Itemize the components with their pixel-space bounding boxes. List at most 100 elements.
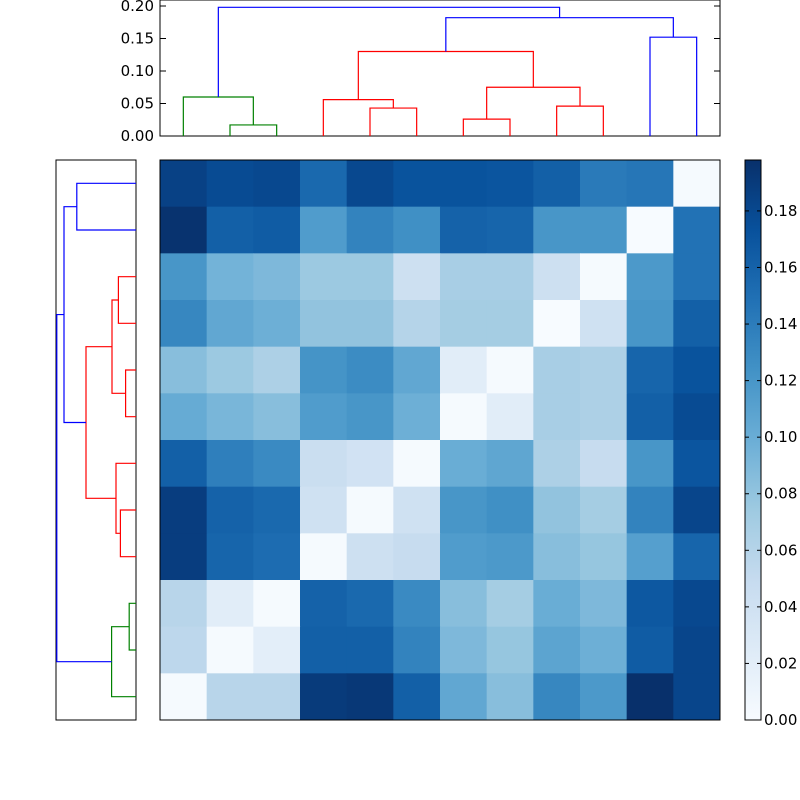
heatmap-cell [486,580,534,628]
heatmap-frame [159,159,721,721]
heatmap-cell [346,253,394,301]
top-dendrogram-link [462,118,511,136]
heatmap-cell [580,580,628,628]
top-dendrogram-link [649,36,698,136]
heatmap-cell [533,533,581,581]
top-dendrogram-link [182,96,254,136]
left-dendrogram-frame [55,159,137,721]
heatmap-cell [486,673,534,721]
heatmap-cell [393,673,441,721]
left-dendrogram-link [117,276,136,324]
left-dendrogram-link [128,602,136,651]
heatmap-cell [440,253,488,301]
heatmap-cell [346,580,394,628]
colorbar-tick-label: 0.08 [764,485,797,503]
top-y-tick-label: 0.10 [121,62,154,80]
heatmap-cell [253,393,301,441]
heatmap-cell [393,346,441,394]
heatmap-cell [393,626,441,674]
heatmap-cell [486,486,534,534]
top-dendrogram-link [322,99,394,136]
heatmap-cell [580,206,628,254]
heatmap-cell [393,533,441,581]
heatmap-cell [160,206,208,254]
heatmap-cell [486,346,534,394]
colorbar-tick-label: 0.14 [764,315,797,333]
heatmap-cell [533,626,581,674]
heatmap-cell [440,486,488,534]
heatmap-cell [533,673,581,721]
left-dendrogram-link [115,462,136,534]
heatmap-cell [626,253,674,301]
top-dendrogram: 0.00 0.05 0.10 0.15 0.20 [121,0,721,145]
heatmap-cell [300,580,348,628]
heatmap-cell [160,253,208,301]
heatmap-cell [206,486,254,534]
heatmap-cell [206,160,254,208]
heatmap-cell [486,533,534,581]
heatmap-cell [533,300,581,348]
heatmap [159,159,721,721]
top-dendrogram-link [357,50,534,100]
heatmap-cell [626,160,674,208]
heatmap-cell [486,440,534,488]
heatmap-cell [160,486,208,534]
heatmap-cell [160,393,208,441]
heatmap-cell [206,253,254,301]
colorbar-tick-label: 0.00 [764,711,797,729]
heatmap-cell [580,486,628,534]
top-dendrogram-frame [159,0,721,137]
top-dendrogram-link [229,124,278,136]
heatmap-cell [300,486,348,534]
heatmap-cell [300,346,348,394]
heatmap-cell [300,393,348,441]
top-y-tick-label: 0.05 [121,95,154,113]
top-dendrogram-link [369,107,418,136]
heatmap-cell [673,253,721,301]
heatmap-cell [160,533,208,581]
heatmap-cell [673,533,721,581]
heatmap-cell [206,626,254,674]
heatmap-cell [393,160,441,208]
heatmap-cell [626,626,674,674]
heatmap-cell [673,673,721,721]
heatmap-cell [673,346,721,394]
heatmap-cell [253,533,301,581]
heatmap-cell [533,346,581,394]
heatmap-cell [253,673,301,721]
heatmap-cell [580,440,628,488]
heatmap-cell [300,300,348,348]
heatmap-cell [346,673,394,721]
heatmap-cell [393,393,441,441]
heatmap-cell [346,346,394,394]
heatmap-cell [253,300,301,348]
heatmap-cell [253,346,301,394]
heatmap-cell [300,206,348,254]
heatmap-cell [393,440,441,488]
heatmap-cell [440,346,488,394]
heatmap-cell [533,486,581,534]
heatmap-cell [626,673,674,721]
heatmap-cell [206,346,254,394]
heatmap-cell [160,626,208,674]
heatmap-cell [580,253,628,301]
heatmap-cell [206,300,254,348]
heatmap-cell [673,626,721,674]
heatmap-cell [440,580,488,628]
top-dendrogram-link [486,86,581,120]
heatmap-cell [673,300,721,348]
heatmap-cell [440,300,488,348]
heatmap-cell [580,673,628,721]
colorbar-tick-label: 0.04 [764,598,797,616]
heatmap-cell [673,393,721,441]
heatmap-cell [626,393,674,441]
heatmap-cell [253,486,301,534]
heatmap-cell [346,160,394,208]
heatmap-cell [346,486,394,534]
heatmap-cell [580,626,628,674]
top-dendrogram-link [445,17,674,52]
heatmap-cell [253,580,301,628]
left-dendrogram-link [111,626,136,698]
heatmap-cell [346,300,394,348]
